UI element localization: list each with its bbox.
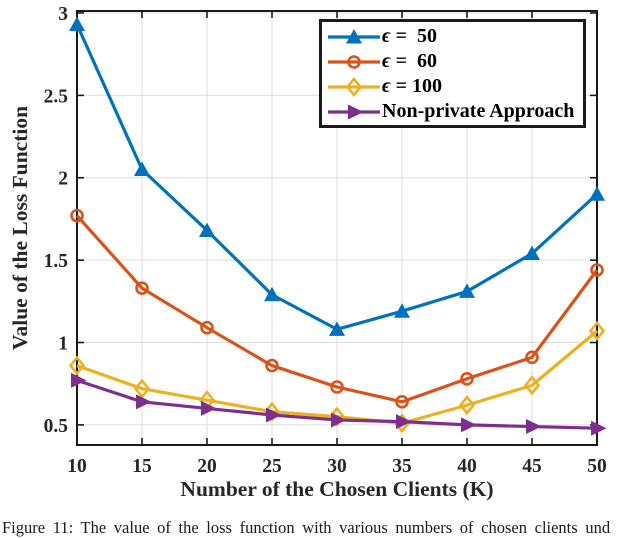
figure-caption: Figure 11: The value of the loss functio… — [2, 518, 611, 537]
legend-label: = 100 — [390, 75, 443, 97]
triangle-up-marker-icon — [394, 303, 410, 318]
triangle-right-marker-icon — [396, 414, 412, 430]
y-tick-label: 3 — [58, 4, 68, 25]
circle-marker-icon — [330, 380, 344, 394]
y-tick-label: 1.5 — [44, 251, 69, 272]
legend-entry-non-private: Non-private Approach — [326, 99, 579, 124]
diamond-marker-icon — [133, 378, 151, 399]
legend-symbol: ϵ — [382, 50, 391, 72]
x-tick-label: 40 — [457, 456, 477, 477]
triangle-right-marker-icon — [201, 400, 217, 416]
legend-swatch-epsilon-60-icon — [328, 54, 380, 69]
x-tick-label: 35 — [392, 456, 412, 477]
y-axis-label: Value of the Loss Function — [8, 105, 32, 351]
diamond-marker-icon — [458, 395, 476, 416]
y-tick-label: 2 — [58, 169, 68, 190]
legend-swatch-non-private-icon — [328, 104, 380, 119]
y-tick-label: 0.5 — [44, 416, 69, 437]
x-tick-label: 45 — [522, 456, 542, 477]
legend-entry-epsilon-60: ϵ = 60 — [326, 49, 579, 74]
legend-swatch-epsilon-50-icon — [328, 28, 380, 43]
diamond-marker-icon — [588, 320, 606, 342]
circle-marker-icon — [395, 395, 409, 409]
series-1 — [70, 208, 604, 409]
triangle-right-marker-icon — [591, 420, 607, 436]
legend-entry-epsilon-50: ϵ = 50 — [326, 24, 579, 49]
series-3 — [71, 372, 607, 436]
x-tick-label: 15 — [132, 456, 152, 477]
diamond-marker-icon — [523, 375, 541, 396]
x-tick-label: 30 — [327, 456, 347, 477]
triangle-right-marker-icon — [331, 412, 347, 428]
triangle-up-marker-icon — [134, 161, 150, 177]
legend-label: Non-private Approach — [382, 100, 575, 122]
circle-marker-icon — [265, 358, 279, 373]
circle-marker-icon — [460, 371, 474, 386]
x-axis-label: Number of the Chosen Clients (K) — [180, 477, 494, 501]
triangle-right-marker-icon — [266, 407, 282, 423]
triangle-right-marker-icon — [71, 372, 87, 388]
y-tick-label: 2.5 — [44, 86, 69, 107]
circle-marker-icon — [200, 320, 214, 335]
legend-swatch-epsilon-100-icon — [328, 76, 380, 97]
triangle-up-marker-icon — [199, 222, 215, 237]
series-line-1 — [75, 214, 599, 404]
triangle-up-marker-icon — [329, 321, 345, 336]
triangle-right-marker-icon — [461, 417, 477, 433]
triangle-up-marker-icon — [589, 186, 605, 201]
x-tick-label: 20 — [197, 456, 217, 477]
circle-marker-icon — [70, 208, 84, 223]
legend: ϵ = 50 ϵ = 60 ϵ = 100 Non-private Approa… — [319, 19, 586, 128]
triangle-right-marker-icon — [348, 104, 364, 119]
circle-marker-icon — [590, 263, 604, 277]
y-tick-label: 1 — [58, 334, 68, 355]
circle-marker-icon — [135, 281, 149, 295]
triangle-right-marker-icon — [136, 394, 152, 410]
x-tick-labels: 10 15 20 25 30 35 40 45 50 — [67, 456, 607, 477]
tick-marks — [76, 11, 598, 445]
x-tick-label: 50 — [587, 456, 607, 477]
series-0 — [69, 16, 605, 336]
triangle-up-marker-icon — [264, 286, 280, 302]
triangle-up-marker-icon — [459, 283, 475, 298]
circle-marker-icon — [525, 350, 539, 365]
x-tick-label: 25 — [262, 456, 282, 477]
triangle-up-marker-icon — [346, 28, 362, 43]
legend-symbol: ϵ — [382, 25, 391, 47]
diamond-marker-icon — [345, 76, 363, 97]
legend-label: = 50 — [390, 25, 438, 47]
triangle-right-marker-icon — [526, 419, 542, 435]
legend-label: = 60 — [390, 50, 438, 72]
diamond-marker-icon — [68, 355, 86, 376]
legend-entry-epsilon-100: ϵ = 100 — [326, 74, 579, 99]
y-tick-labels: 0.5 1 1.5 2 2.5 3 — [44, 4, 69, 437]
circle-marker-icon — [347, 54, 361, 69]
x-tick-label: 10 — [67, 456, 87, 477]
legend-symbol: ϵ — [382, 75, 391, 97]
triangle-up-marker-icon — [69, 16, 85, 32]
triangle-up-marker-icon — [524, 245, 540, 261]
